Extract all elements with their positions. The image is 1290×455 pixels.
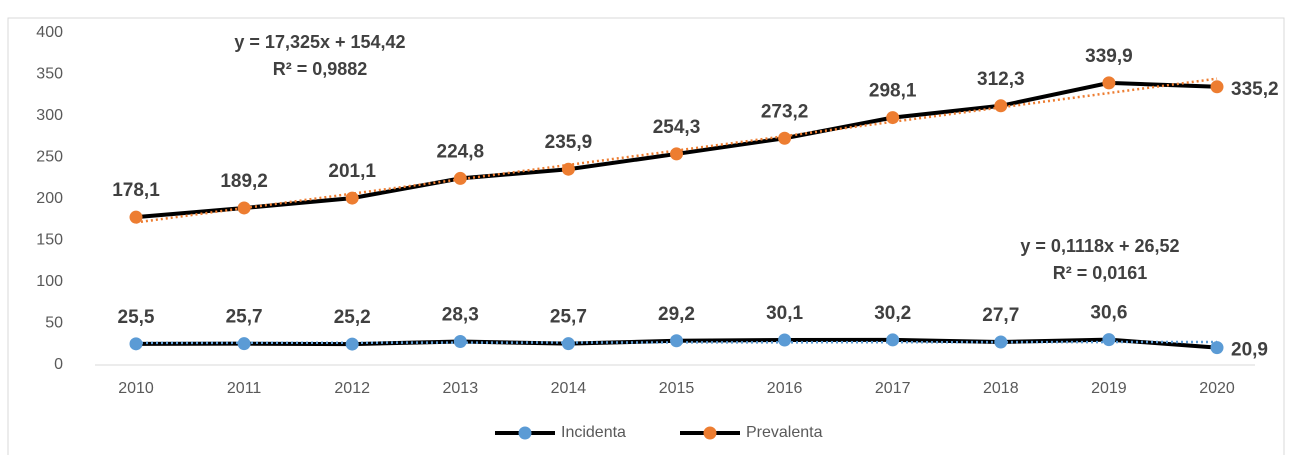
data-point	[886, 111, 900, 125]
data-label: 178,1	[112, 180, 160, 201]
data-point	[237, 337, 251, 351]
legend-label: Incidenta	[561, 424, 626, 441]
data-point	[670, 147, 683, 161]
data-point	[1210, 341, 1224, 355]
y-tick-label: 150	[36, 232, 63, 249]
y-tick-label: 0	[54, 356, 63, 373]
data-label: 189,2	[220, 171, 268, 192]
legend-marker	[518, 426, 532, 440]
trend-equation: y = 17,325x + 154,42	[234, 32, 405, 52]
data-point	[237, 201, 251, 215]
legend-label: Prevalenta	[746, 424, 823, 441]
y-tick-label: 50	[45, 315, 63, 332]
data-point	[561, 162, 575, 176]
data-point	[670, 334, 683, 348]
x-tick-label: 2014	[551, 380, 587, 397]
data-point	[129, 210, 143, 224]
x-tick-label: 2017	[875, 380, 911, 397]
data-label: 29,2	[658, 304, 695, 325]
data-label: 30,2	[874, 303, 911, 324]
data-point	[778, 333, 792, 347]
data-point	[994, 99, 1008, 113]
data-label: 25,7	[226, 307, 263, 328]
y-tick-label: 300	[36, 107, 63, 124]
x-tick-label: 2019	[1091, 380, 1127, 397]
x-tick-label: 2011	[227, 380, 262, 397]
data-point	[129, 337, 143, 351]
data-point	[1102, 76, 1116, 90]
data-label: 339,9	[1085, 46, 1133, 67]
data-label: 254,3	[653, 117, 701, 138]
x-tick-label: 2013	[443, 380, 479, 397]
x-tick-label: 2018	[983, 380, 1019, 397]
data-label: 30,6	[1090, 303, 1127, 324]
data-label: 30,1	[766, 303, 803, 324]
data-point	[453, 171, 467, 185]
data-label: 25,5	[118, 307, 155, 328]
data-point	[561, 337, 575, 351]
y-tick-label: 200	[36, 190, 63, 207]
x-tick-label: 2020	[1199, 380, 1235, 397]
data-point	[1102, 333, 1116, 347]
data-point	[886, 333, 900, 347]
x-tick-label: 2016	[767, 380, 803, 397]
data-label: 28,3	[442, 305, 479, 326]
y-tick-label: 350	[36, 66, 63, 83]
data-point	[1210, 80, 1224, 94]
trend-r2: R² = 0,9882	[273, 59, 368, 79]
y-tick-label: 250	[36, 149, 63, 166]
data-label: 224,8	[437, 141, 485, 162]
y-tick-label: 100	[36, 273, 63, 290]
x-tick-label: 2015	[659, 380, 695, 397]
trend-equation: y = 0,1118x + 26,52	[1020, 236, 1179, 256]
data-label: 25,2	[334, 307, 371, 328]
data-point	[345, 337, 359, 351]
data-point	[345, 191, 359, 205]
data-label: 235,9	[545, 132, 593, 153]
x-tick-label: 2010	[118, 380, 154, 397]
y-tick-label: 400	[36, 24, 63, 41]
data-point	[778, 131, 792, 145]
data-label: 20,9	[1231, 340, 1268, 361]
data-label: 201,1	[328, 161, 376, 182]
data-label: 25,7	[550, 307, 587, 328]
data-label: 298,1	[869, 81, 917, 102]
data-label: 27,7	[982, 305, 1019, 326]
legend-marker	[703, 426, 717, 440]
data-label: 312,3	[977, 69, 1025, 90]
x-tick-label: 2012	[334, 380, 370, 397]
data-point	[453, 335, 467, 349]
data-point	[994, 335, 1008, 349]
data-label: 335,2	[1231, 79, 1279, 100]
trend-r2: R² = 0,0161	[1053, 263, 1148, 283]
data-label: 273,2	[761, 101, 809, 122]
